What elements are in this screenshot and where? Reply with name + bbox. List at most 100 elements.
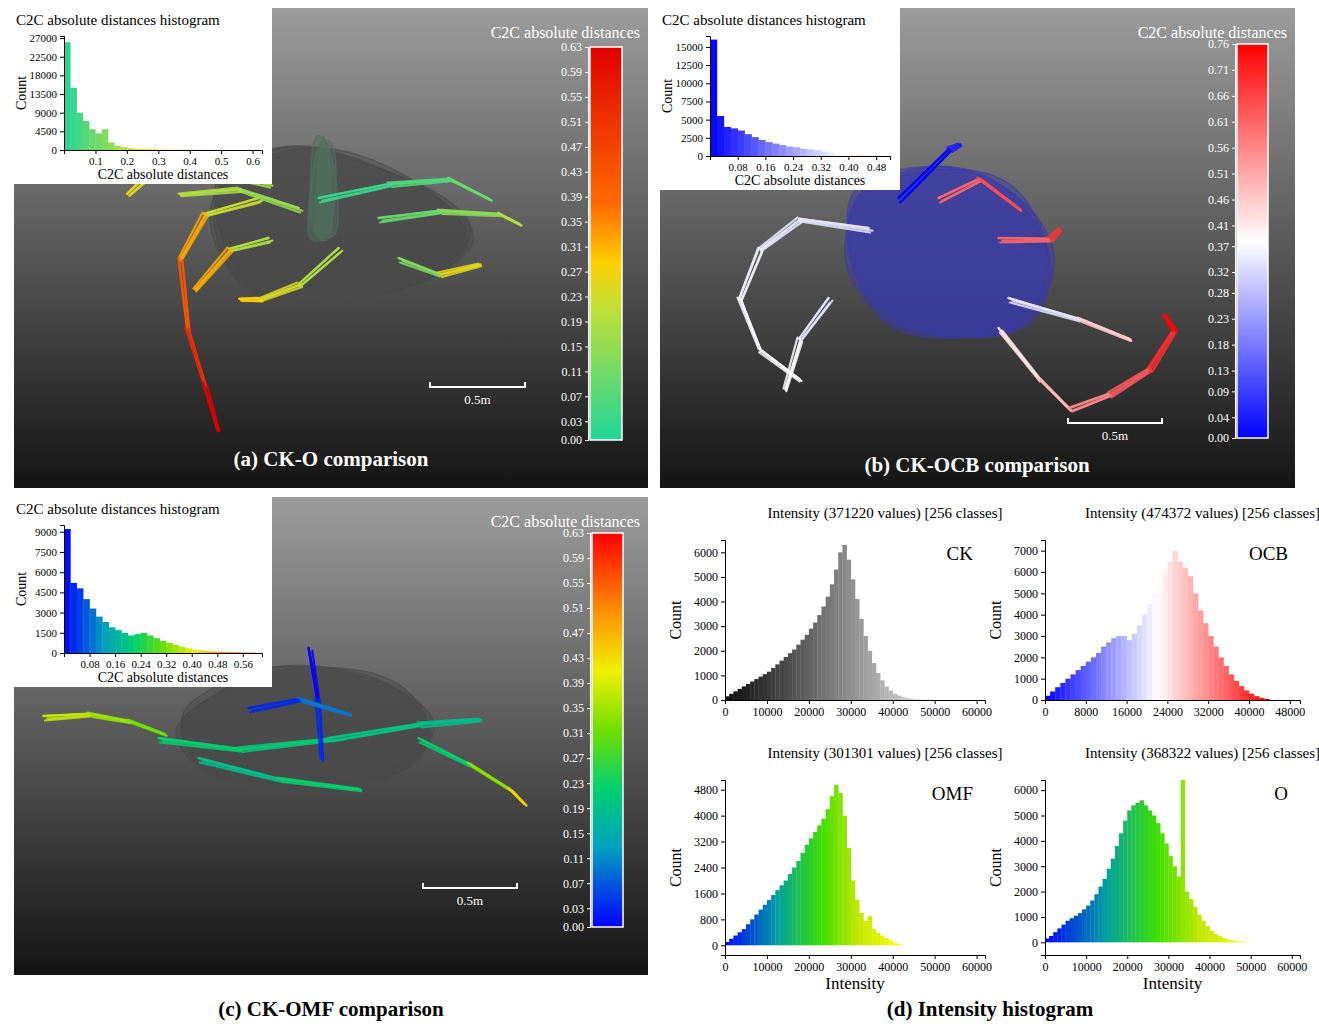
- bars: [1045, 551, 1270, 700]
- tick-mark: [706, 65, 710, 66]
- axis-line: [1041, 781, 1046, 956]
- bar: [834, 570, 838, 700]
- bar: [160, 641, 167, 653]
- tick-mark: [158, 150, 159, 154]
- bar: [1239, 686, 1244, 700]
- bar: [1178, 561, 1183, 700]
- cloud-strand: [329, 724, 419, 738]
- bar: [872, 663, 876, 700]
- cloud-strand: [378, 211, 439, 218]
- bar: [215, 149, 222, 150]
- axis-line: [706, 37, 711, 157]
- bar: [1111, 638, 1116, 700]
- tick-label: 5000: [1014, 587, 1038, 601]
- tick-mark: [738, 156, 739, 160]
- tick-label: 0.08: [80, 658, 100, 670]
- tick: 4000: [1014, 834, 1045, 848]
- tick-label: 40000: [1195, 960, 1225, 974]
- bar: [256, 652, 262, 653]
- tick-label: 0.35: [563, 701, 584, 715]
- tick-mark: [587, 858, 590, 859]
- bar: [1177, 876, 1181, 942]
- histogram-title: Intensity (301301 values) [256 classes]: [768, 745, 1003, 762]
- tick-label: 0.18: [1208, 338, 1229, 352]
- bar: [1183, 568, 1188, 700]
- tick-mark: [217, 653, 218, 657]
- tick-label: 0.15: [563, 827, 584, 841]
- bar: [1131, 805, 1135, 942]
- bar: [771, 668, 775, 700]
- tick-mark: [585, 222, 588, 223]
- tick-label: 4800: [694, 783, 718, 797]
- tick: 60000: [962, 955, 992, 974]
- bar: [1168, 856, 1172, 942]
- tick-mark: [809, 700, 810, 704]
- bar: [1061, 925, 1065, 943]
- tick: 2500: [681, 132, 710, 144]
- tick-label: 2000: [1014, 885, 1038, 899]
- tick: 0.23: [563, 776, 590, 790]
- tick-label: 0.40: [839, 161, 859, 173]
- tick-mark: [1232, 225, 1235, 226]
- bar: [1189, 899, 1193, 942]
- tick: 5000: [681, 114, 710, 126]
- tick-mark: [721, 626, 725, 627]
- bar: [754, 914, 758, 945]
- bar: [830, 796, 834, 945]
- bar: [862, 155, 869, 156]
- bar: [809, 838, 813, 945]
- tick-label: 10000: [1072, 960, 1102, 974]
- cloud-strand: [281, 780, 361, 790]
- tick: 5000: [1014, 587, 1045, 601]
- cloud-strand: [322, 185, 391, 200]
- tick-mark: [1041, 942, 1045, 943]
- bar: [146, 149, 153, 150]
- tick-mark: [977, 955, 978, 959]
- bar: [133, 149, 140, 150]
- cloud-strand: [799, 219, 868, 228]
- cloud-strand: [239, 189, 298, 208]
- bars: [1045, 780, 1251, 942]
- tick: 0.28: [1208, 286, 1235, 300]
- bar: [1244, 690, 1249, 700]
- cloud-strand: [195, 249, 230, 289]
- cloud-strand: [1149, 331, 1174, 372]
- tick: 0.31: [563, 726, 590, 740]
- cloud-strand: [441, 212, 501, 215]
- bar: [1070, 918, 1074, 942]
- tick-label: 0.66: [1208, 89, 1229, 103]
- bar: [253, 149, 260, 150]
- tick-label: 6000: [1014, 783, 1038, 797]
- histogram: 0100002000030000400005000060000010002000…: [694, 541, 992, 719]
- bar: [192, 650, 199, 653]
- bar: [731, 128, 738, 156]
- histogram: 0.080.160.240.320.400.480250050007500100…: [676, 37, 891, 173]
- histogram: 0100002000030000400005000060000080016002…: [694, 781, 992, 974]
- tick-mark: [1232, 246, 1235, 247]
- x-axis-title: Intensity: [1143, 974, 1203, 993]
- cloud-strand: [229, 238, 268, 249]
- tick-mark: [721, 842, 725, 843]
- tick-label: 0.31: [563, 726, 584, 740]
- bar: [792, 650, 796, 700]
- bar: [750, 682, 754, 700]
- x-axis: 0.080.160.240.320.400.48: [711, 156, 891, 173]
- tick: 27000: [30, 32, 65, 44]
- tick-label: 20000: [1113, 960, 1143, 974]
- bar: [153, 638, 160, 653]
- tick-label: 60000: [962, 960, 992, 974]
- cloud-strand: [1152, 331, 1176, 372]
- tick-mark: [765, 156, 766, 160]
- cloud-strand: [207, 387, 219, 431]
- tick-mark: [1041, 866, 1045, 867]
- tick-mark: [60, 613, 64, 614]
- cloud-strand: [204, 198, 258, 214]
- bar: [876, 673, 880, 700]
- tick-mark: [60, 532, 64, 533]
- tick: 20000: [1113, 955, 1143, 974]
- tick: 4500: [35, 586, 64, 598]
- y-axis: 080016002400320040004800: [694, 781, 726, 956]
- tick-mark: [721, 675, 725, 676]
- tick-label: 4500: [35, 125, 58, 137]
- bar: [805, 635, 809, 700]
